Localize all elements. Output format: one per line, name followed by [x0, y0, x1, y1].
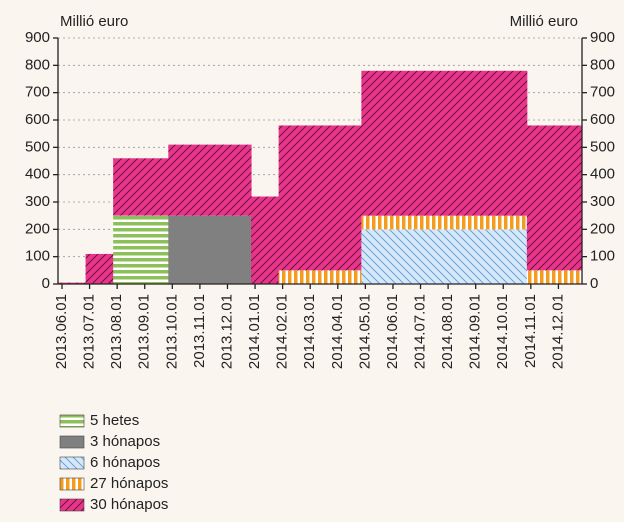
y2-tick-label: 300 — [590, 193, 615, 210]
x-tick-label: 2013.10.01 — [163, 294, 180, 369]
x-tick-label: 2013.08.01 — [108, 294, 125, 369]
step-segment — [168, 144, 197, 216]
x-tick-label: 2014.08.01 — [439, 294, 456, 369]
step-segment — [526, 270, 555, 284]
y-tick-label: 600 — [25, 111, 50, 128]
step-segment — [333, 125, 362, 271]
step-segment — [306, 125, 335, 271]
y-tick-label: 300 — [25, 193, 50, 210]
x-tick-label: 2014.10.01 — [494, 294, 511, 369]
step-segment — [416, 229, 445, 284]
legend-swatch — [59, 498, 85, 512]
y-tick-label: 500 — [25, 138, 50, 155]
legend-swatch — [59, 456, 85, 470]
step-segment — [554, 125, 583, 271]
step-segment — [361, 70, 390, 216]
y2-axis-title: Millió euro — [510, 13, 578, 30]
x-tick-label: 2014.04.01 — [329, 294, 346, 369]
x-tick-label: 2014.06.01 — [384, 294, 401, 369]
legend-label: 30 hónapos — [90, 496, 168, 513]
step-segment — [499, 70, 528, 216]
step-segment — [361, 229, 390, 284]
x-tick-label: 2013.12.01 — [218, 294, 235, 369]
step-segment — [58, 282, 87, 284]
step-segment — [471, 215, 500, 230]
step-segment — [499, 215, 528, 230]
x-tick-label: 2013.07.01 — [81, 294, 98, 369]
legend-label: 6 hónapos — [90, 454, 160, 471]
step-segment — [361, 215, 390, 230]
step-segment — [416, 70, 445, 216]
step-segment — [416, 215, 445, 230]
step-segment — [195, 215, 224, 284]
x-tick-label: 2014.12.01 — [549, 294, 566, 369]
legend-swatch — [59, 477, 85, 491]
y-tick-label: 100 — [25, 248, 50, 265]
y2-tick-label: 700 — [590, 84, 615, 101]
step-segment — [471, 229, 500, 284]
step-segment — [306, 270, 335, 284]
x-tick-label: 2014.02.01 — [274, 294, 291, 369]
y-tick-label: 0 — [42, 275, 50, 292]
y-tick-label: 800 — [25, 56, 50, 73]
x-tick-label: 2014.09.01 — [467, 294, 484, 369]
y2-tick-label: 100 — [590, 248, 615, 265]
x-tick-label: 2014.01.01 — [246, 294, 263, 369]
x-tick-label: 2013.09.01 — [136, 294, 153, 369]
y-tick-label: 400 — [25, 166, 50, 183]
step-segment — [333, 270, 362, 284]
step-segment — [499, 229, 528, 284]
step-segment — [140, 158, 169, 216]
step-segment — [471, 70, 500, 216]
y-tick-label: 900 — [25, 29, 50, 46]
legend-swatch — [59, 414, 85, 428]
y-axis-title: Millió euro — [60, 13, 128, 30]
step-segment — [140, 215, 169, 284]
y2-tick-label: 0 — [590, 275, 598, 292]
step-segment — [554, 270, 583, 284]
step-segment — [113, 215, 142, 284]
step-segment — [278, 270, 307, 284]
step-segment — [168, 215, 197, 284]
y-tick-label: 700 — [25, 84, 50, 101]
legend-label: 27 hónapos — [90, 475, 168, 492]
step-segment — [85, 253, 114, 284]
x-tick-label: 2013.11.01 — [191, 294, 208, 368]
step-segment — [388, 215, 418, 230]
step-segment — [278, 125, 307, 271]
step-segment — [113, 158, 142, 216]
step-segment — [388, 229, 418, 284]
y2-tick-label: 600 — [590, 111, 615, 128]
x-tick-label: 2014.03.01 — [301, 294, 318, 369]
step-segment — [195, 144, 224, 216]
y2-tick-label: 400 — [590, 166, 615, 183]
step-segment — [251, 196, 280, 284]
y-tick-label: 200 — [25, 220, 50, 237]
x-tick-label: 2014.11.01 — [522, 294, 539, 368]
x-tick-label: 2013.06.01 — [53, 294, 70, 369]
x-tick-label: 2014.07.01 — [411, 294, 428, 369]
y2-tick-label: 900 — [590, 29, 615, 46]
y2-tick-label: 800 — [590, 56, 615, 73]
legend-label: 3 hónapos — [90, 433, 160, 450]
step-segment — [444, 215, 473, 230]
y2-tick-label: 500 — [590, 138, 615, 155]
legend-swatch — [59, 435, 85, 449]
step-segment — [223, 144, 252, 216]
x-tick-label: 2014.05.01 — [356, 294, 373, 369]
legend-label: 5 hetes — [90, 412, 139, 429]
step-segment — [526, 125, 555, 271]
step-segment — [223, 215, 252, 284]
step-segment — [388, 70, 418, 216]
step-segment — [444, 229, 473, 284]
y2-tick-label: 200 — [590, 220, 615, 237]
step-segment — [444, 70, 473, 216]
